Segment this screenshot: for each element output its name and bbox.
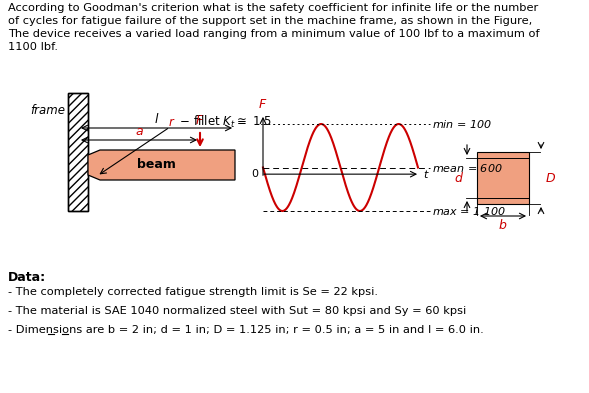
Text: The device receives a varied load ranging from a minimum value of 100 lbf to a m: The device receives a varied load rangin… (8, 29, 540, 39)
Bar (477, 152, 529, 204)
Text: $b$: $b$ (498, 218, 508, 232)
Text: - The material is SAE 1040 normalized steel with Sut = 80 kpsi and Sy = 60 kpsi: - The material is SAE 1040 normalized st… (8, 306, 466, 316)
Text: $min$ = 100: $min$ = 100 (432, 118, 492, 130)
Text: $-$ fillet $K_t \cong$ 1.5: $-$ fillet $K_t \cong$ 1.5 (176, 114, 272, 130)
Text: 1100 lbf.: 1100 lbf. (8, 42, 58, 52)
Text: According to Goodman's criterion what is the safety coefficient for infinite lif: According to Goodman's criterion what is… (8, 3, 538, 13)
Text: $d$: $d$ (454, 171, 464, 185)
Text: beam: beam (137, 158, 176, 171)
Polygon shape (88, 150, 235, 180)
Bar (68, 93, 88, 211)
Text: $mean$ = 600: $mean$ = 600 (432, 162, 502, 173)
Text: $max$ = 1 100: $max$ = 1 100 (432, 205, 506, 217)
Text: $l$: $l$ (154, 112, 159, 126)
Text: - Dimensions are b = 2 in; d = 1 in; D = 1.125 in; r = 0.5 in; a = 5 in and l = : - Dimensions are b = 2 in; d = 1 in; D =… (8, 325, 484, 335)
Text: - The completely corrected fatigue strength limit is Se = 22 kpsi.: - The completely corrected fatigue stren… (8, 287, 378, 297)
Text: $a$: $a$ (134, 125, 144, 138)
Text: Data:: Data: (8, 271, 46, 284)
Bar (68, 93, 88, 211)
Text: frame: frame (30, 103, 65, 116)
Text: of cycles for fatigue failure of the support set in the machine frame, as shown : of cycles for fatigue failure of the sup… (8, 16, 532, 26)
Text: $F$: $F$ (259, 98, 267, 111)
Text: 0: 0 (251, 169, 258, 179)
Text: $D$: $D$ (545, 171, 556, 184)
Text: $F$: $F$ (196, 114, 204, 127)
Text: $t$: $t$ (423, 168, 430, 180)
Text: $r$: $r$ (168, 116, 176, 129)
